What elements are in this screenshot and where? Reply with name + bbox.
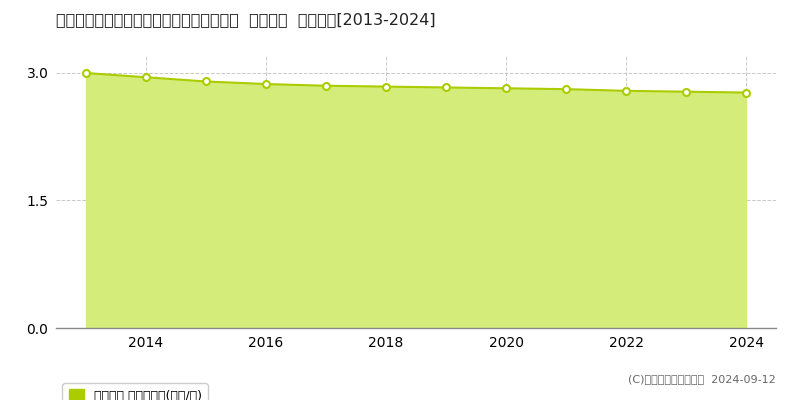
Text: (C)土地価格ドットコム  2024-09-12: (C)土地価格ドットコム 2024-09-12 xyxy=(628,374,776,384)
Text: 青森県上北郡七戸町字太田野３５番１５外  地価公示  地価推移[2013-2024]: 青森県上北郡七戸町字太田野３５番１５外 地価公示 地価推移[2013-2024] xyxy=(56,12,436,27)
Legend: 地価公示 平均坪単価(万円/坪): 地価公示 平均坪単価(万円/坪) xyxy=(62,383,208,400)
